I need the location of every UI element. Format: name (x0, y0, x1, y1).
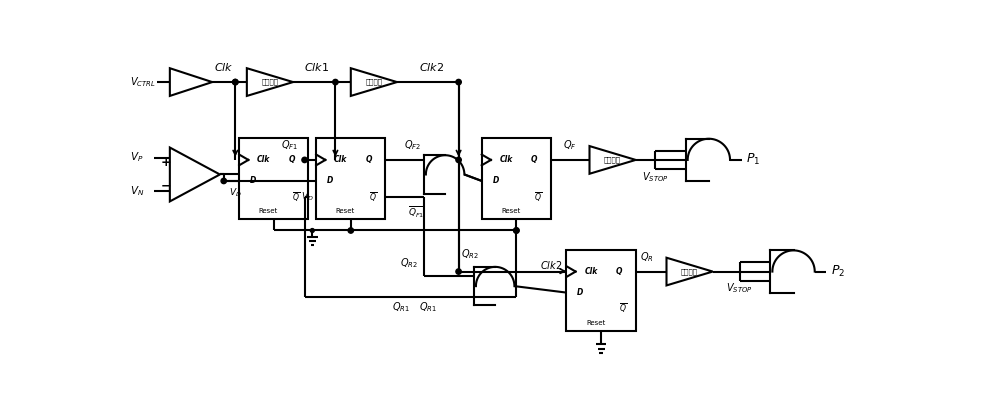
Text: Clk: Clk (500, 155, 513, 164)
Circle shape (456, 269, 461, 274)
Text: D: D (492, 176, 499, 186)
Text: Q: Q (365, 155, 372, 164)
Bar (566, 250, 636, 330)
Circle shape (310, 228, 314, 233)
Text: 延时单元: 延时单元 (681, 268, 698, 275)
Text: Q: Q (531, 155, 537, 164)
Text: $P_1$: $P_1$ (746, 152, 760, 167)
Text: Reset: Reset (336, 208, 355, 214)
Text: $P_2$: $P_2$ (831, 264, 845, 279)
Text: $Clk$: $Clk$ (214, 61, 234, 73)
Circle shape (233, 80, 238, 85)
Text: $V_{STOP}$: $V_{STOP}$ (642, 170, 668, 184)
Text: $\overline{Q}$: $\overline{Q}$ (292, 191, 300, 204)
Text: $Q_{R2}$: $Q_{R2}$ (400, 256, 418, 270)
Text: Reset: Reset (586, 320, 605, 326)
Text: $\overline{Q}$: $\overline{Q}$ (619, 302, 627, 315)
Circle shape (514, 228, 519, 233)
Text: $Q_{F2}$: $Q_{F2}$ (404, 138, 421, 152)
Text: $Q_{R1}$: $Q_{R1}$ (419, 300, 437, 314)
Text: Q: Q (616, 267, 622, 276)
Text: 延时单元: 延时单元 (604, 157, 621, 163)
Text: $V_{CTRL}$: $V_{CTRL}$ (130, 75, 156, 89)
Text: −: − (161, 180, 171, 193)
Text: $\overline{Q_{F1}}$: $\overline{Q_{F1}}$ (408, 205, 425, 220)
Bar (239, 138, 308, 219)
Text: D: D (327, 176, 333, 186)
Circle shape (456, 157, 461, 163)
Text: $Clk2$: $Clk2$ (419, 61, 444, 73)
Text: $\overline{Q}$: $\overline{Q}$ (369, 191, 377, 204)
Circle shape (302, 157, 307, 163)
Text: Reset: Reset (259, 208, 278, 214)
Text: Clk: Clk (257, 155, 270, 164)
Text: $Q_{F1}$: $Q_{F1}$ (281, 138, 298, 152)
Text: $Q_F$: $Q_F$ (563, 138, 577, 152)
Text: $Clk2$: $Clk2$ (540, 259, 563, 271)
Circle shape (456, 80, 461, 85)
Text: $Q_{R1}$: $Q_{R1}$ (392, 301, 410, 314)
Text: $Q_{R2}$: $Q_{R2}$ (461, 247, 479, 261)
Bar (316, 138, 385, 219)
Text: 延时单元: 延时单元 (365, 79, 382, 85)
Text: $V_P$: $V_P$ (130, 151, 143, 164)
Text: Q: Q (288, 155, 295, 164)
Text: Reset: Reset (501, 208, 520, 214)
Text: D: D (250, 176, 256, 186)
Text: Clk: Clk (334, 155, 347, 164)
Text: $Q_R$: $Q_R$ (640, 250, 654, 264)
Text: $\overline{Q}$: $\overline{Q}$ (534, 191, 542, 204)
Bar (482, 138, 551, 219)
Circle shape (514, 228, 519, 233)
Text: $V_D$: $V_D$ (229, 186, 242, 199)
Text: $V_D$: $V_D$ (301, 190, 313, 203)
Text: D: D (577, 288, 583, 297)
Circle shape (333, 80, 338, 85)
Text: $Clk1$: $Clk1$ (304, 61, 329, 73)
Text: 延时单元: 延时单元 (261, 79, 278, 85)
Text: Clk: Clk (584, 267, 598, 276)
Text: $V_{STOP}$: $V_{STOP}$ (726, 282, 753, 295)
Circle shape (348, 228, 353, 233)
Circle shape (221, 178, 226, 184)
Text: +: + (161, 156, 171, 169)
Circle shape (233, 80, 238, 85)
Text: $V_N$: $V_N$ (130, 184, 144, 198)
